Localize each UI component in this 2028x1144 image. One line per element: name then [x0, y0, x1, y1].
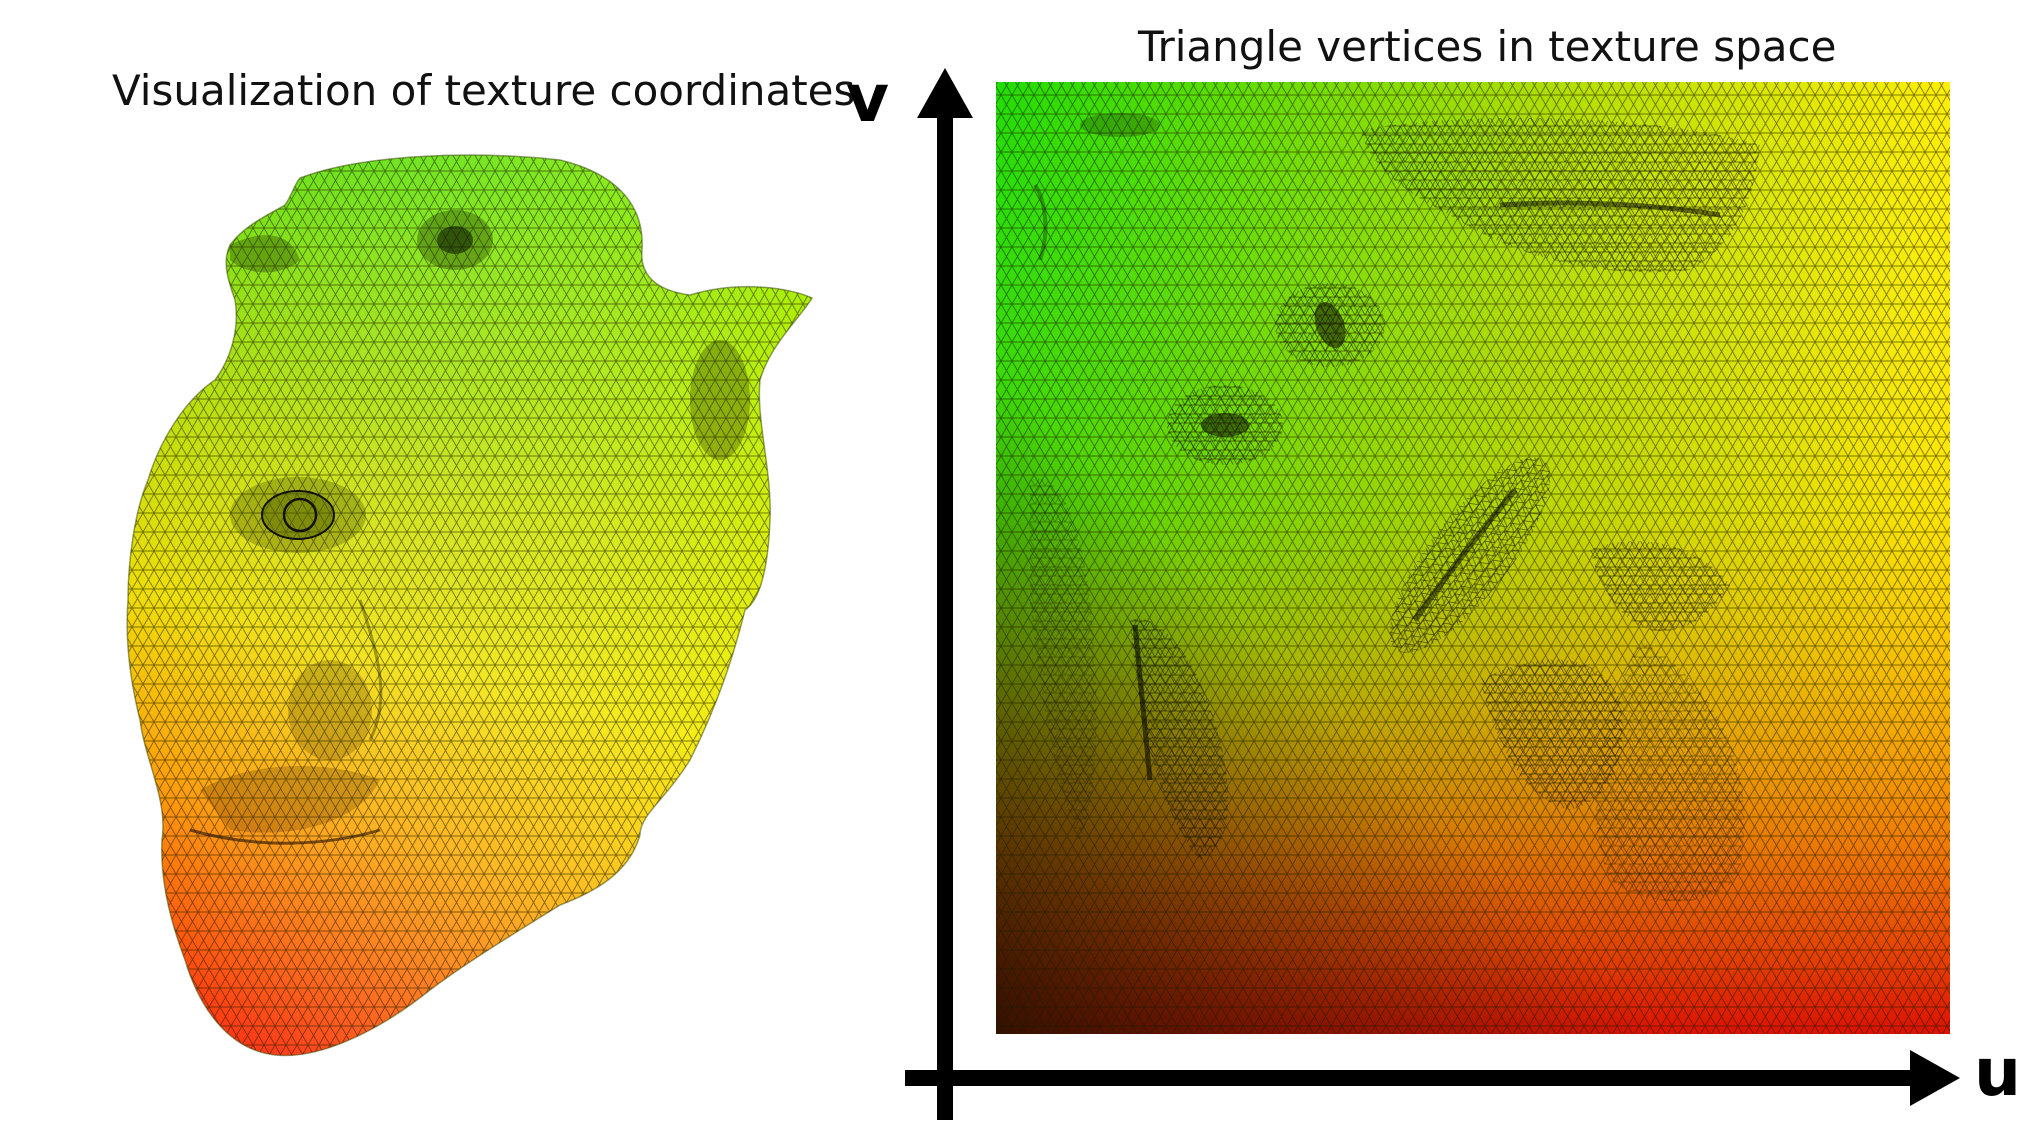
u-axis [905, 1050, 1960, 1106]
uv-island-eye-lower [1167, 385, 1283, 465]
head-mesh-visualization [126, 154, 813, 1057]
v-axis-label: v [846, 60, 890, 137]
right-panel-title: Triangle vertices in texture space [1138, 22, 1837, 71]
uv-texture-square [996, 82, 1950, 1034]
uv-island-left-strips [1030, 478, 1229, 860]
uv-island-nose [1590, 541, 1745, 902]
left-panel-title: Visualization of texture coordinates [112, 66, 856, 115]
uv-island-eye-upper [1275, 283, 1385, 367]
uv-island-forehead [1360, 118, 1760, 273]
uv-island-mouth [1389, 457, 1551, 653]
u-axis-label: u [1974, 1034, 2021, 1111]
u-axis-arrowhead [1910, 1050, 1960, 1106]
v-axis-arrowhead [917, 68, 973, 118]
uv-island-small [1033, 113, 1160, 261]
uv-island-ear [1480, 659, 1623, 810]
v-axis [917, 68, 973, 1120]
